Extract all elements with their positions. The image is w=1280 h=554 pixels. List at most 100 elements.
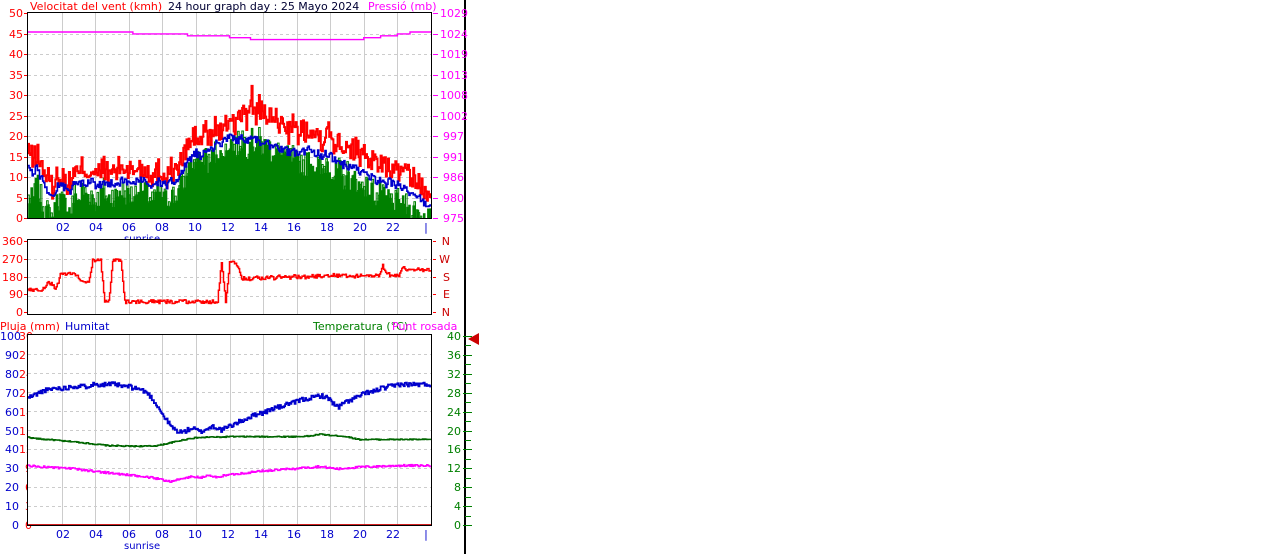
compass-tickmark: [433, 258, 436, 260]
wind-speed-tick: 45: [9, 27, 23, 41]
compass-tick: N: [441, 235, 450, 248]
time-tick: 08: [155, 221, 169, 234]
wind-speed-tickmark: [24, 54, 27, 55]
wind-speed-tick: 50: [9, 7, 23, 20]
time-tick: 16: [287, 221, 301, 234]
temperature-tick: 4: [454, 500, 461, 514]
wind-speed-tick: 25: [9, 109, 23, 123]
pressure-tick: 986: [443, 171, 464, 184]
wind-direction-tick: 180: [2, 270, 23, 284]
compass-tickmark: [433, 241, 436, 242]
humidity-tick: 60: [5, 405, 19, 419]
temperature-tick: 16: [447, 443, 461, 457]
temperature-tick: 24: [447, 405, 461, 419]
pressure-tickmark: [433, 156, 438, 158]
temperature-minor-tickmark: [465, 439, 471, 441]
pressure-tickmark: [433, 95, 438, 96]
compass-tick: S: [443, 270, 450, 284]
humidity-tick: 20: [5, 481, 19, 495]
pressure-tickmark: [433, 177, 438, 178]
pressure-tick: 980: [443, 191, 464, 205]
rain-tick: 30: [19, 330, 33, 343]
temperature-tick: 28: [447, 386, 461, 400]
wind-speed-tickmark: [24, 33, 27, 35]
humidity-tick: 80: [5, 367, 19, 381]
wind-speed-tick: 30: [9, 89, 23, 102]
time-tick: 20: [353, 221, 367, 234]
rain-tick: 24: [19, 367, 33, 381]
temperature-tickmark: [463, 430, 472, 432]
temperature-tickmark: [463, 336, 472, 337]
rain-tick: 27: [19, 348, 33, 362]
pressure-tickmark: [433, 54, 438, 55]
left-triangle-marker-icon: [468, 333, 479, 345]
time-tick: 18: [320, 528, 334, 541]
climate-plot: [27, 334, 432, 526]
temperature-minor-tickmark: [465, 458, 471, 460]
wind-direction-plot: [27, 239, 432, 315]
temperature-tick: 20: [447, 424, 461, 438]
temperature-minor-tickmark: [465, 364, 471, 366]
wind-speed-tick: 40: [9, 48, 23, 61]
temperature-tickmark: [463, 468, 472, 470]
temperature-tick: 8: [454, 481, 461, 495]
temperature-minor-tickmark: [465, 515, 471, 517]
wind-direction-tickmark: [24, 276, 27, 278]
rain-tick: 15: [19, 424, 33, 438]
wind-direction-tickmark: [24, 294, 27, 296]
pressure-tick: 975: [443, 212, 464, 225]
humidity-tick: 70: [5, 386, 19, 400]
temperature-title: Temperatura (°C): [313, 320, 409, 333]
pressure-tick: 1008: [440, 89, 468, 102]
time-tick: 10: [188, 221, 202, 234]
time-tick: 14: [254, 528, 268, 541]
wind-speed-tickmark: [24, 156, 27, 158]
dewpoint-title: Punt rosada: [392, 320, 458, 333]
wind-speed-tick: 35: [9, 68, 23, 82]
temperature-minor-tickmark: [465, 383, 471, 385]
time-tick: 18: [320, 221, 334, 234]
humidity-tick: 50: [5, 424, 19, 438]
temperature-tickmark: [463, 449, 472, 451]
pressure-tickmark: [433, 136, 438, 137]
wind-speed-tickmark: [24, 115, 27, 117]
time-tick: 22: [386, 528, 400, 541]
graph-day-title: 24 hour graph day : 25 Mayo 2024: [168, 0, 360, 13]
time-tick: 02: [56, 528, 70, 541]
time-tick: 04: [89, 221, 103, 234]
pressure-tick: 1013: [440, 68, 468, 82]
wind-speed-tick: 15: [9, 150, 23, 164]
time-tick: 06: [122, 528, 136, 541]
humidity-tick: 100: [0, 330, 21, 343]
compass-tickmark: [433, 276, 436, 278]
pressure-tick: 997: [443, 130, 464, 143]
temperature-tick: 12: [447, 462, 461, 476]
temperature-tickmark: [463, 373, 472, 375]
temperature-minor-tickmark: [465, 345, 471, 347]
temperature-tickmark: [463, 392, 472, 394]
temperature-minor-tickmark: [465, 421, 471, 423]
pressure-tick: 991: [443, 150, 464, 164]
wind-speed-plot: [27, 12, 432, 219]
time-tick: 04: [89, 528, 103, 541]
compass-tick: W: [439, 252, 450, 266]
temperature-minor-tickmark: [465, 402, 471, 404]
temperature-tickmark: [463, 354, 472, 356]
wind-direction-tickmark: [24, 258, 27, 260]
humidity-tick: 10: [5, 500, 19, 514]
wind-direction-tick: 360: [2, 235, 23, 248]
temperature-tick: 32: [447, 367, 461, 381]
compass-tick: N: [441, 306, 450, 319]
time-tick: 12: [221, 528, 235, 541]
pressure-tickmark: [433, 197, 438, 199]
time-tick: |: [424, 221, 428, 234]
compass-tickmark: [433, 312, 436, 313]
pressure-tick: 1002: [440, 109, 468, 123]
wind-direction-tick: 270: [2, 252, 23, 266]
temperature-tick: 40: [447, 330, 461, 343]
wind-speed-tickmark: [24, 74, 27, 76]
rain-tick: 21: [19, 386, 33, 400]
time-tick: 22: [386, 221, 400, 234]
